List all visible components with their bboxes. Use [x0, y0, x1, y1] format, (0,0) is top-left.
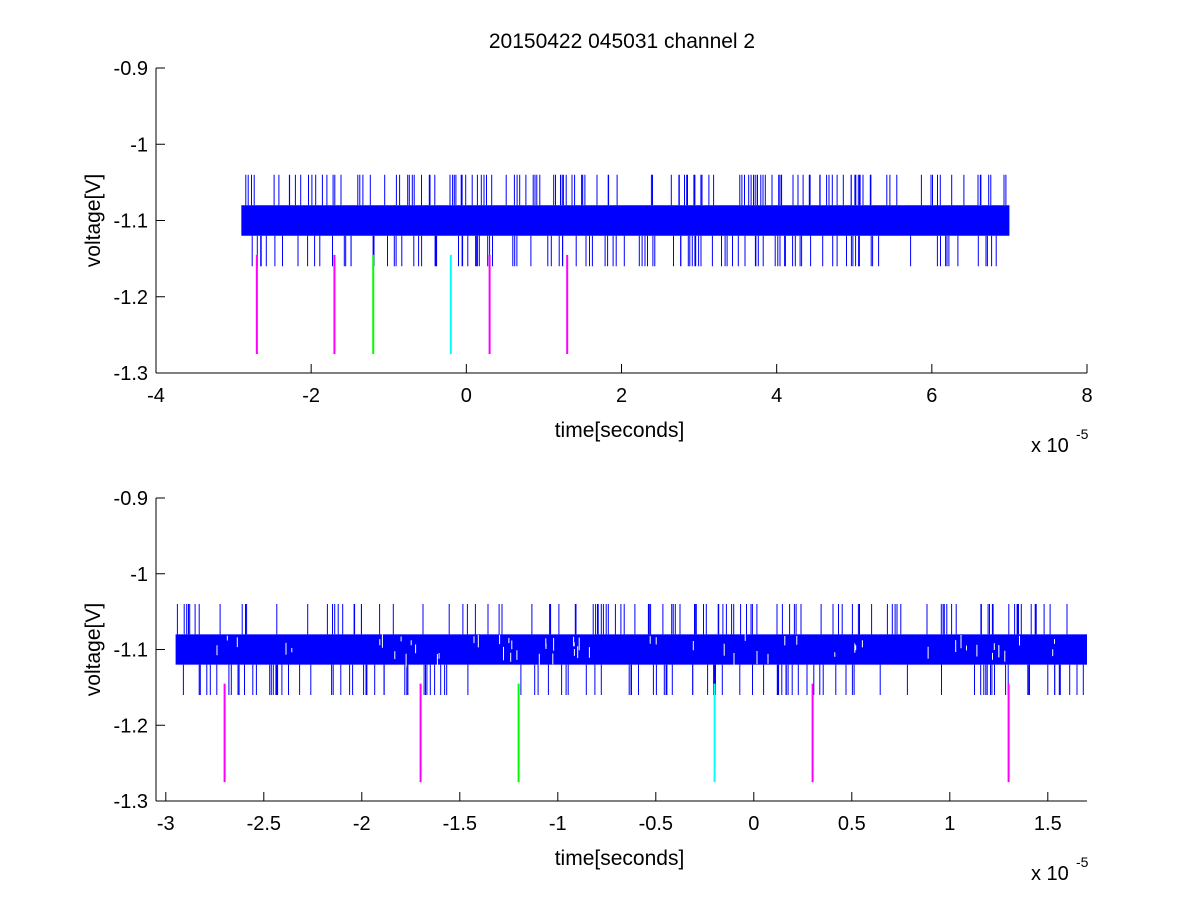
y-axis-label: voltage[V]: [82, 603, 105, 696]
x-tick-label: -3: [157, 813, 175, 835]
x-tick-label: 4: [771, 385, 782, 407]
y-tick-label: -1: [130, 564, 148, 586]
figure-title: 20150422 045031 channel 2: [489, 30, 755, 53]
y-tick-label: -1.1: [114, 640, 148, 662]
y-tick-label: -1.2: [114, 287, 148, 309]
y-tick-label: -1.2: [114, 715, 148, 737]
x-scale-multiplier: x 10: [1031, 863, 1069, 885]
bottom-plot: -0.9 -1 -1.1 -1.2 -1.3 -3 -2.5 -2 -1.5 -1 -0.5 0 0.5…: [82, 488, 1089, 885]
x-tick-label: 1.5: [1034, 813, 1062, 835]
x-tick-label: 0: [461, 385, 472, 407]
y-axis-label: voltage[V]: [82, 174, 105, 267]
signal-band: [241, 205, 1010, 236]
x-tick-label: 1: [944, 813, 955, 835]
y-tick-label: -1.3: [114, 791, 148, 813]
y-tick-label: -0.9: [114, 488, 148, 510]
x-tick-label: 2: [616, 385, 627, 407]
x-tick-label: -2.5: [247, 813, 281, 835]
x-axis-label: time[seconds]: [555, 419, 685, 442]
x-tick-label: 0: [748, 813, 759, 835]
x-tick-label: -1: [549, 813, 567, 835]
x-axis-label: time[seconds]: [555, 847, 685, 870]
x-tick-label: -4: [147, 385, 165, 407]
signal-spikes: [245, 174, 1007, 267]
x-tick-label: -1.5: [443, 813, 477, 835]
y-tick-label: -1: [130, 134, 148, 156]
signal-spikes: [176, 604, 1084, 695]
y-tick-label: -0.9: [114, 58, 148, 80]
x-tick-label: -2: [353, 813, 371, 835]
x-scale-exponent: -5: [1076, 426, 1089, 442]
signal-series: [241, 174, 1010, 267]
top-plot: -0.9 -1 -1.1 -1.2 -1.3-4 -2 0 2 4 6 8 time[seconds]…: [82, 58, 1093, 457]
x-tick-label: -2: [302, 385, 320, 407]
x-tick-label: 0.5: [838, 813, 866, 835]
x-scale-multiplier: x 10: [1031, 435, 1069, 457]
x-tick-label: 8: [1081, 385, 1092, 407]
y-tick-label: -1.3: [114, 363, 148, 385]
x-scale-exponent: -5: [1076, 854, 1089, 870]
signal-gaps: [216, 634, 1055, 668]
x-tick-label: 6: [926, 385, 937, 407]
x-tick-label: -0.5: [639, 813, 673, 835]
signal-series: [175, 604, 1088, 695]
y-tick-label: -1.1: [114, 211, 148, 233]
signal-band: [175, 634, 1088, 665]
